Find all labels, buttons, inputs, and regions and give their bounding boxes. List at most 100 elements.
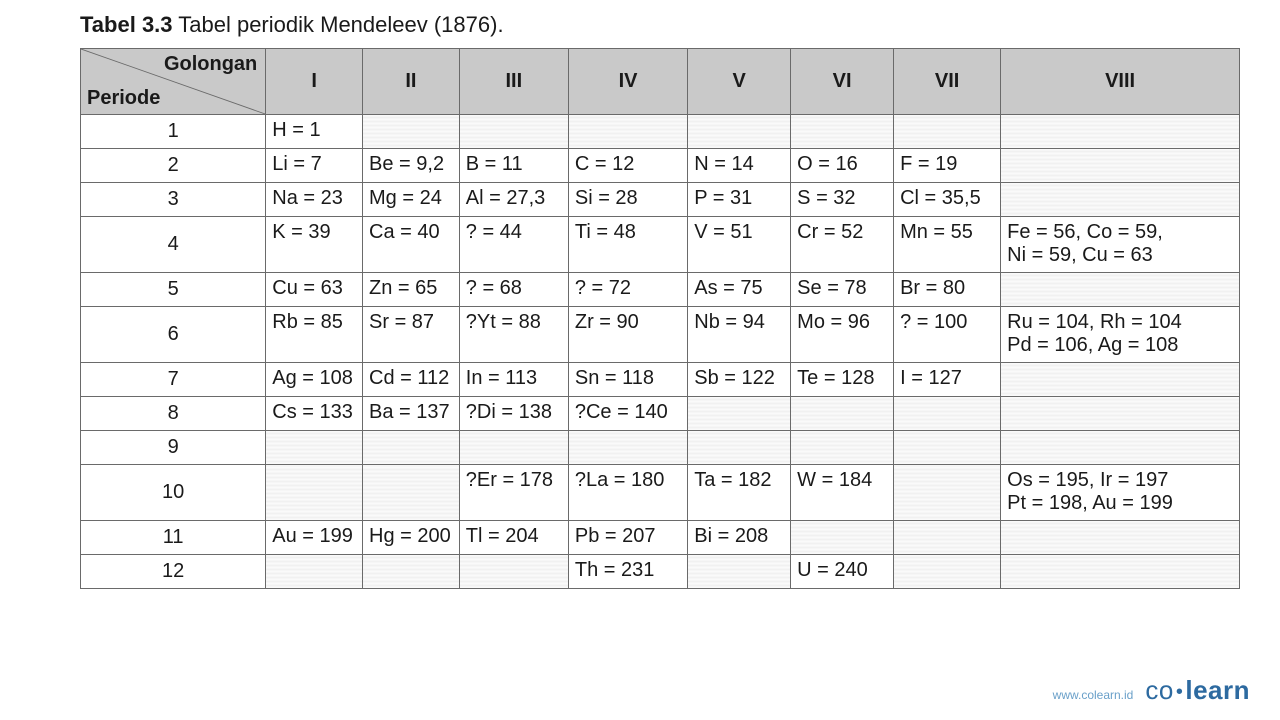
cell: S = 32	[791, 183, 894, 217]
cell: ? = 44	[459, 217, 568, 273]
cell: Se = 78	[791, 273, 894, 307]
cell: Mo = 96	[791, 307, 894, 363]
cell: O = 16	[791, 149, 894, 183]
cell	[1001, 397, 1240, 431]
header-row: Golongan Periode I II III IV V VI VII VI…	[81, 49, 1240, 115]
cell: Nb = 94	[688, 307, 791, 363]
period-label: 1	[81, 115, 266, 149]
cell	[894, 431, 1001, 465]
brand-part-b: learn	[1185, 675, 1250, 705]
cell: Ca = 40	[363, 217, 460, 273]
table-row: 1H = 1	[81, 115, 1240, 149]
brand-part-a: co	[1145, 675, 1173, 705]
cell	[363, 115, 460, 149]
cell: ? = 72	[568, 273, 687, 307]
cell	[266, 555, 363, 589]
cell: Th = 231	[568, 555, 687, 589]
group-header: IV	[568, 49, 687, 115]
cell: Bi = 208	[688, 521, 791, 555]
cell	[894, 397, 1001, 431]
period-label: 10	[81, 465, 266, 521]
cell	[266, 431, 363, 465]
cell: Pb = 207	[568, 521, 687, 555]
corner-top-label: Golongan	[164, 53, 257, 76]
cell: C = 12	[568, 149, 687, 183]
cell: Cd = 112	[363, 363, 460, 397]
cell	[1001, 149, 1240, 183]
period-label: 12	[81, 555, 266, 589]
cell: Hg = 200	[363, 521, 460, 555]
cell: Li = 7	[266, 149, 363, 183]
table-body: 1H = 12Li = 7Be = 9,2B = 11C = 12N = 14O…	[81, 115, 1240, 589]
cell: Tl = 204	[459, 521, 568, 555]
cell	[894, 555, 1001, 589]
cell	[688, 397, 791, 431]
cell: Cr = 52	[791, 217, 894, 273]
footer-url: www.colearn.id	[1053, 688, 1134, 702]
cell: Sb = 122	[688, 363, 791, 397]
cell: Mn = 55	[894, 217, 1001, 273]
cell: Ta = 182	[688, 465, 791, 521]
group-header: VII	[894, 49, 1001, 115]
cell: I = 127	[894, 363, 1001, 397]
cell: Ag = 108	[266, 363, 363, 397]
cell: Cs = 133	[266, 397, 363, 431]
cell: Rb = 85	[266, 307, 363, 363]
group-header: I	[266, 49, 363, 115]
group-header: VI	[791, 49, 894, 115]
cell	[1001, 363, 1240, 397]
table-row: 7Ag = 108Cd = 112In = 113Sn = 118Sb = 12…	[81, 363, 1240, 397]
group-header: II	[363, 49, 460, 115]
table-row: 10?Er = 178?La = 180Ta = 182W = 184Os = …	[81, 465, 1240, 521]
corner-cell: Golongan Periode	[81, 49, 266, 115]
cell: Al = 27,3	[459, 183, 568, 217]
cell	[363, 465, 460, 521]
cell	[791, 397, 894, 431]
cell: Ru = 104, Rh = 104Pd = 106, Ag = 108	[1001, 307, 1240, 363]
table-row: 12Th = 231U = 240	[81, 555, 1240, 589]
cell: K = 39	[266, 217, 363, 273]
cell: ?Ce = 140	[568, 397, 687, 431]
cell	[688, 115, 791, 149]
cell: H = 1	[266, 115, 363, 149]
cell: ?La = 180	[568, 465, 687, 521]
cell: Be = 9,2	[363, 149, 460, 183]
cell: Ti = 48	[568, 217, 687, 273]
cell	[1001, 521, 1240, 555]
period-label: 7	[81, 363, 266, 397]
cell: ?Di = 138	[459, 397, 568, 431]
cell: P = 31	[688, 183, 791, 217]
table-row: 3Na = 23Mg = 24Al = 27,3Si = 28P = 31S =…	[81, 183, 1240, 217]
cell: Zn = 65	[363, 273, 460, 307]
cell	[568, 431, 687, 465]
cell	[1001, 431, 1240, 465]
cell: B = 11	[459, 149, 568, 183]
cell: Sn = 118	[568, 363, 687, 397]
table-row: 2Li = 7Be = 9,2B = 11C = 12N = 14O = 16F…	[81, 149, 1240, 183]
cell: Te = 128	[791, 363, 894, 397]
cell	[459, 555, 568, 589]
cell: Mg = 24	[363, 183, 460, 217]
cell	[894, 465, 1001, 521]
cell	[791, 521, 894, 555]
cell: Na = 23	[266, 183, 363, 217]
cell	[459, 431, 568, 465]
caption-label: Tabel 3.3	[80, 12, 173, 37]
cell: Zr = 90	[568, 307, 687, 363]
cell: Sr = 87	[363, 307, 460, 363]
corner-bottom-label: Periode	[87, 87, 160, 110]
cell: Os = 195, Ir = 197Pt = 198, Au = 199	[1001, 465, 1240, 521]
group-header: V	[688, 49, 791, 115]
table-row: 9	[81, 431, 1240, 465]
group-header: III	[459, 49, 568, 115]
cell: Cl = 35,5	[894, 183, 1001, 217]
cell	[1001, 273, 1240, 307]
cell	[791, 431, 894, 465]
cell: ?Er = 178	[459, 465, 568, 521]
cell: Au = 199	[266, 521, 363, 555]
cell	[1001, 555, 1240, 589]
cell: Si = 28	[568, 183, 687, 217]
table-row: 8Cs = 133Ba = 137?Di = 138?Ce = 140	[81, 397, 1240, 431]
cell: F = 19	[894, 149, 1001, 183]
cell	[568, 115, 687, 149]
